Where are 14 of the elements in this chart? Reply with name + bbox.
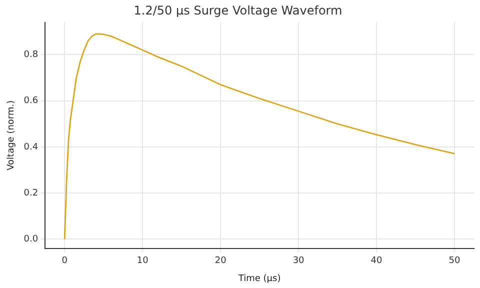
y-tick-label: 0.0: [24, 234, 38, 245]
x-tick-label: 10: [136, 256, 149, 266]
x-tick-label: 0: [62, 256, 68, 266]
y-tick-label: 0.2: [24, 188, 38, 198]
x-tick-label: 40: [370, 256, 383, 266]
chart-title: 1.2/50 µs Surge Voltage Waveform: [134, 3, 342, 18]
x-tick-label: 20: [214, 256, 227, 266]
x-tick-label: 50: [448, 256, 461, 266]
y-tick-label: 0.4: [24, 142, 38, 152]
y-tick-label: 0.6: [24, 96, 38, 106]
x-axis-title: Time (µs): [237, 274, 281, 284]
y-axis-title: Voltage (norm.): [6, 100, 17, 170]
x-tick-label: 30: [292, 256, 305, 266]
y-tick-label: 0.8: [24, 50, 38, 60]
